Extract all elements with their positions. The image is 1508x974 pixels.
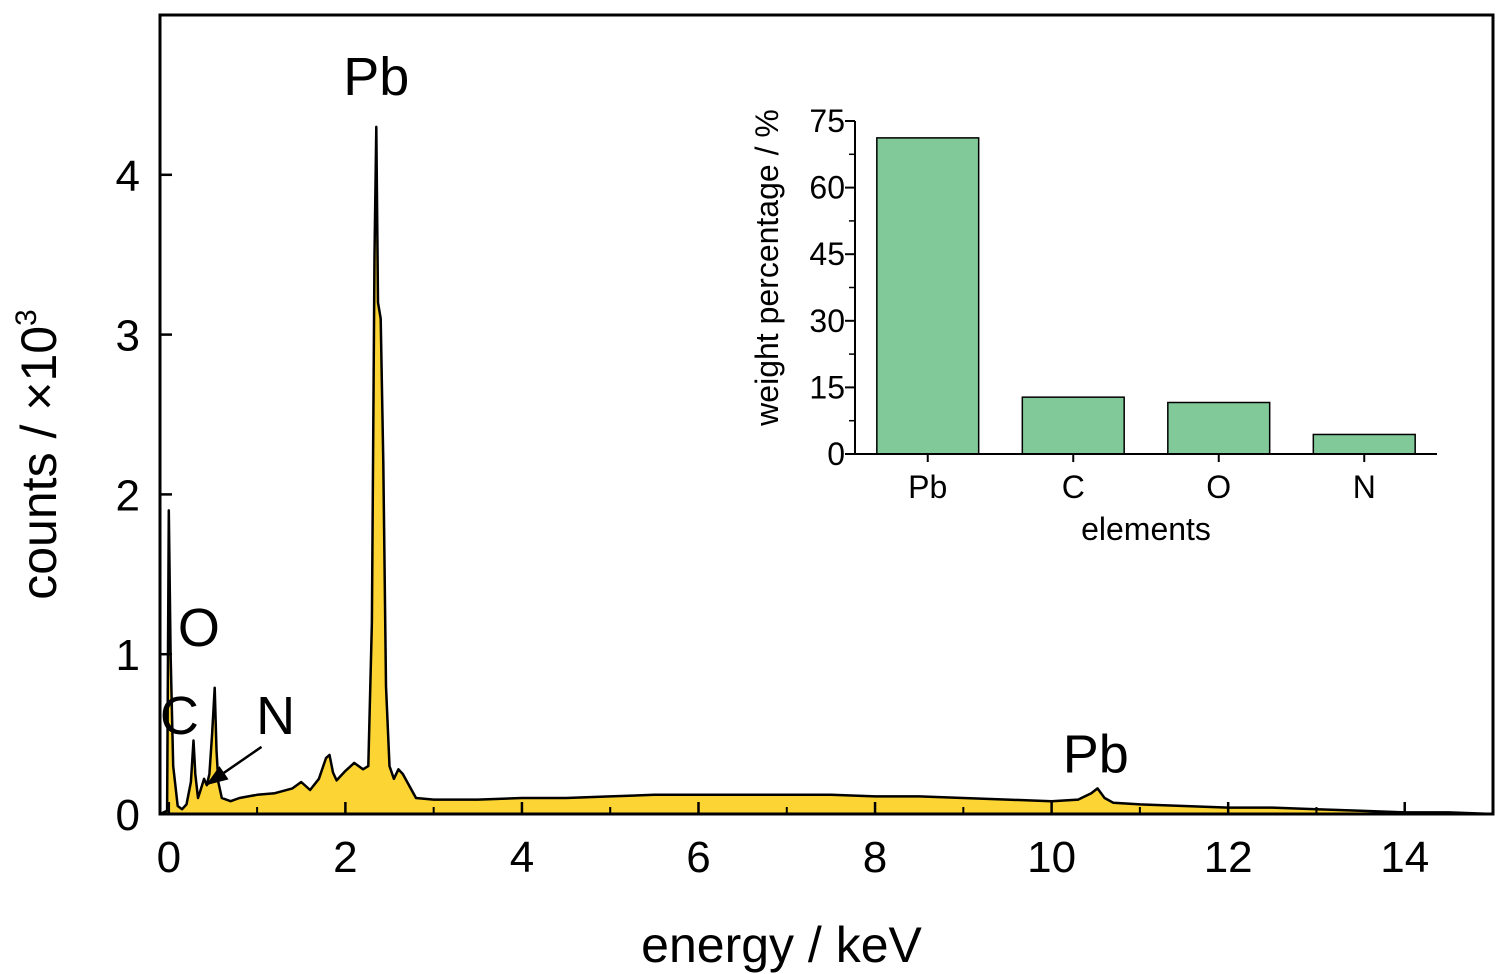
peak-label: Pb (1063, 724, 1129, 784)
inset-bars (876, 137, 1416, 455)
main-x-tick-label: 2 (333, 833, 357, 882)
inset-y-axis: 0 15 30 45 60 75 (809, 103, 855, 472)
inset-bar-o (1167, 401, 1271, 455)
inset-bar-c (1021, 396, 1125, 455)
inset-x-tick-label: N (1353, 469, 1376, 505)
spectrum-line (159, 125, 1494, 816)
inset-x-tick-label: Pb (908, 469, 947, 505)
inset-y-tick-label: 30 (809, 303, 845, 339)
peak-label: Pb (343, 47, 409, 107)
main-x-axis-label: energy / keV (641, 917, 922, 973)
main-x-tick-label: 0 (157, 833, 181, 882)
main-y-axis-label-text: counts / ×10 (11, 326, 67, 600)
inset-y-tick-label: 15 (809, 369, 845, 405)
main-y-axis-label: counts / ×103 (10, 309, 67, 600)
n-arrow-head (205, 766, 229, 786)
main-y-tick-label: 3 (116, 312, 140, 361)
main-plot-frame (158, 13, 1495, 816)
main-y-tick-label: 2 (116, 471, 140, 520)
inset-bar-n (1312, 433, 1416, 455)
main-y-tick-label: 1 (116, 631, 140, 680)
peak-label: C (160, 686, 199, 746)
inset-x-axis: Pb C O N (908, 454, 1376, 505)
main-x-tick-label: 8 (863, 833, 887, 882)
main-y-axis-label-exponent: 3 (10, 309, 43, 326)
inset-y-tick-label: 75 (809, 103, 845, 139)
inset-y-tick-label: 0 (827, 436, 845, 472)
inset-y-axis-label: weight percentage / % (749, 109, 785, 427)
peak-label: O (178, 598, 220, 658)
main-x-tick-label: 6 (686, 833, 710, 882)
main-x-tick-label: 10 (1027, 833, 1076, 882)
inset-x-tick-label: C (1062, 469, 1085, 505)
main-x-axis: 0 2 4 6 8 10 12 14 (157, 802, 1429, 882)
inset-x-tick-label: O (1206, 469, 1231, 505)
main-x-tick-label: 12 (1204, 833, 1253, 882)
peak-label: N (256, 686, 295, 746)
main-y-tick-label: 0 (116, 791, 140, 840)
inset-bar-pb (876, 137, 980, 455)
inset-y-tick-label: 45 (809, 236, 845, 272)
main-x-tick-label: 14 (1380, 833, 1429, 882)
main-y-tick-label: 4 (116, 152, 140, 201)
main-x-tick-label: 4 (510, 833, 534, 882)
inset-plot: 0 15 30 45 60 75 Pb C O N elements weight percen… (749, 103, 1437, 547)
inset-x-axis-label: elements (1081, 511, 1211, 547)
main-y-axis: 0 1 2 3 4 (116, 152, 172, 840)
inset-y-tick-label: 60 (809, 170, 845, 206)
